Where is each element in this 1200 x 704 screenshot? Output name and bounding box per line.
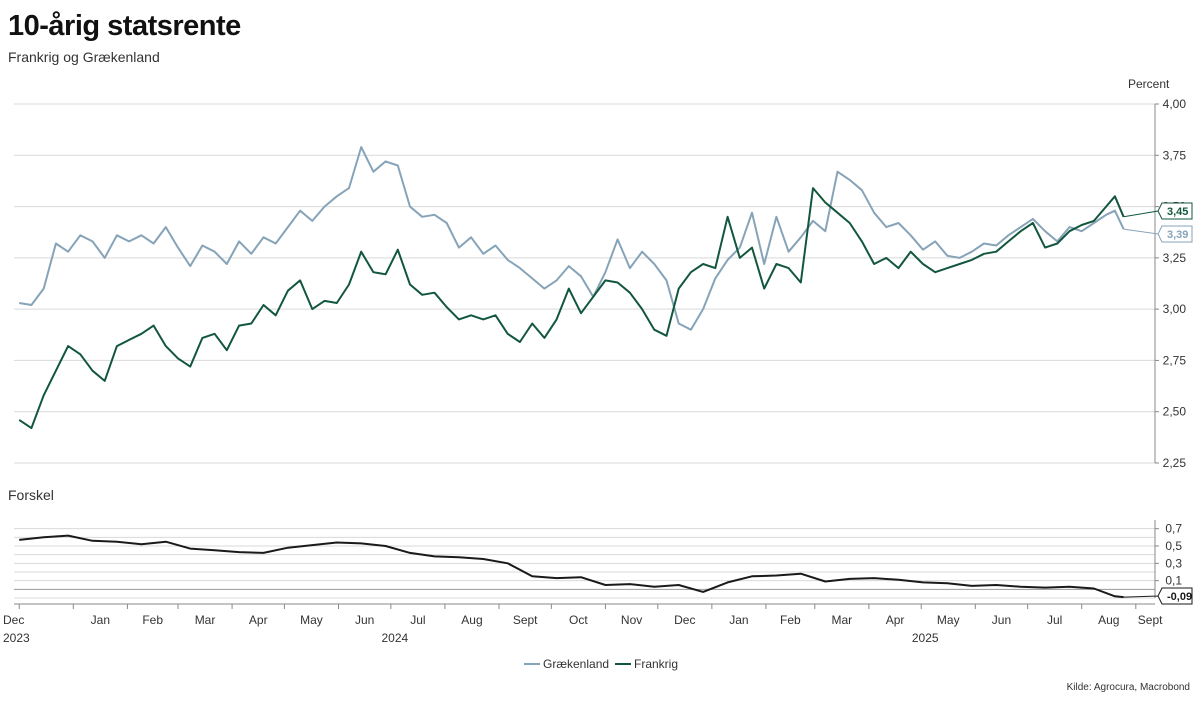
spread-y-tick-label: 0,7 bbox=[1165, 522, 1182, 536]
main-y-tick-label: 3,25 bbox=[1163, 251, 1187, 265]
main-y-tick-label: 3,75 bbox=[1163, 148, 1187, 162]
legend-label-greece: Grækenland bbox=[543, 657, 609, 671]
x-month-label: Jul bbox=[410, 613, 425, 627]
spread-end-label: -0,09 bbox=[1167, 591, 1192, 603]
x-month-label: Aug bbox=[1098, 613, 1119, 627]
france-end-label: 3,45 bbox=[1167, 206, 1188, 218]
spread-y-tick-label: 0,3 bbox=[1165, 556, 1182, 570]
main-y-tick-label: 2,75 bbox=[1163, 353, 1187, 367]
x-month-label: Jun bbox=[355, 613, 374, 627]
x-month-label: Aug bbox=[461, 613, 482, 627]
x-month-label: May bbox=[300, 613, 323, 627]
x-month-label: Apr bbox=[886, 613, 905, 627]
x-month-label: Apr bbox=[249, 613, 268, 627]
main-y-tick-label: 2,50 bbox=[1163, 405, 1187, 419]
x-month-label: Jan bbox=[91, 613, 110, 627]
spread-y-tick-label: 0,1 bbox=[1165, 574, 1182, 588]
x-month-label: Oct bbox=[569, 613, 588, 627]
main-y-tick-label: 4,00 bbox=[1163, 97, 1187, 111]
x-month-label: Sept bbox=[1138, 613, 1163, 627]
main-y-tick-label: 3,00 bbox=[1163, 302, 1187, 316]
x-month-label: Jul bbox=[1047, 613, 1062, 627]
x-month-label: Jun bbox=[992, 613, 1011, 627]
x-year-label: 2023 bbox=[3, 631, 30, 645]
legend-label-france: Frankrig bbox=[634, 657, 678, 671]
x-month-label: Sept bbox=[513, 613, 538, 627]
spread-line bbox=[19, 536, 1123, 598]
x-month-label: Dec bbox=[674, 613, 695, 627]
x-month-label: Jan bbox=[729, 613, 748, 627]
x-month-label: Feb bbox=[780, 613, 801, 627]
spread-y-tick-label: 0,5 bbox=[1165, 539, 1182, 553]
x-month-label: Mar bbox=[195, 613, 216, 627]
x-month-label: Dec bbox=[3, 613, 24, 627]
x-year-label: 2024 bbox=[381, 631, 408, 645]
greece-line bbox=[19, 147, 1123, 330]
x-month-label: Nov bbox=[621, 613, 642, 627]
main-y-tick-label: 2,25 bbox=[1163, 456, 1187, 470]
x-year-label: 2025 bbox=[912, 631, 939, 645]
greece-end-label: 3,39 bbox=[1167, 229, 1188, 241]
x-month-label: May bbox=[937, 613, 960, 627]
x-month-label: Feb bbox=[142, 613, 163, 627]
france-line bbox=[19, 188, 1123, 428]
x-month-label: Mar bbox=[831, 613, 852, 627]
